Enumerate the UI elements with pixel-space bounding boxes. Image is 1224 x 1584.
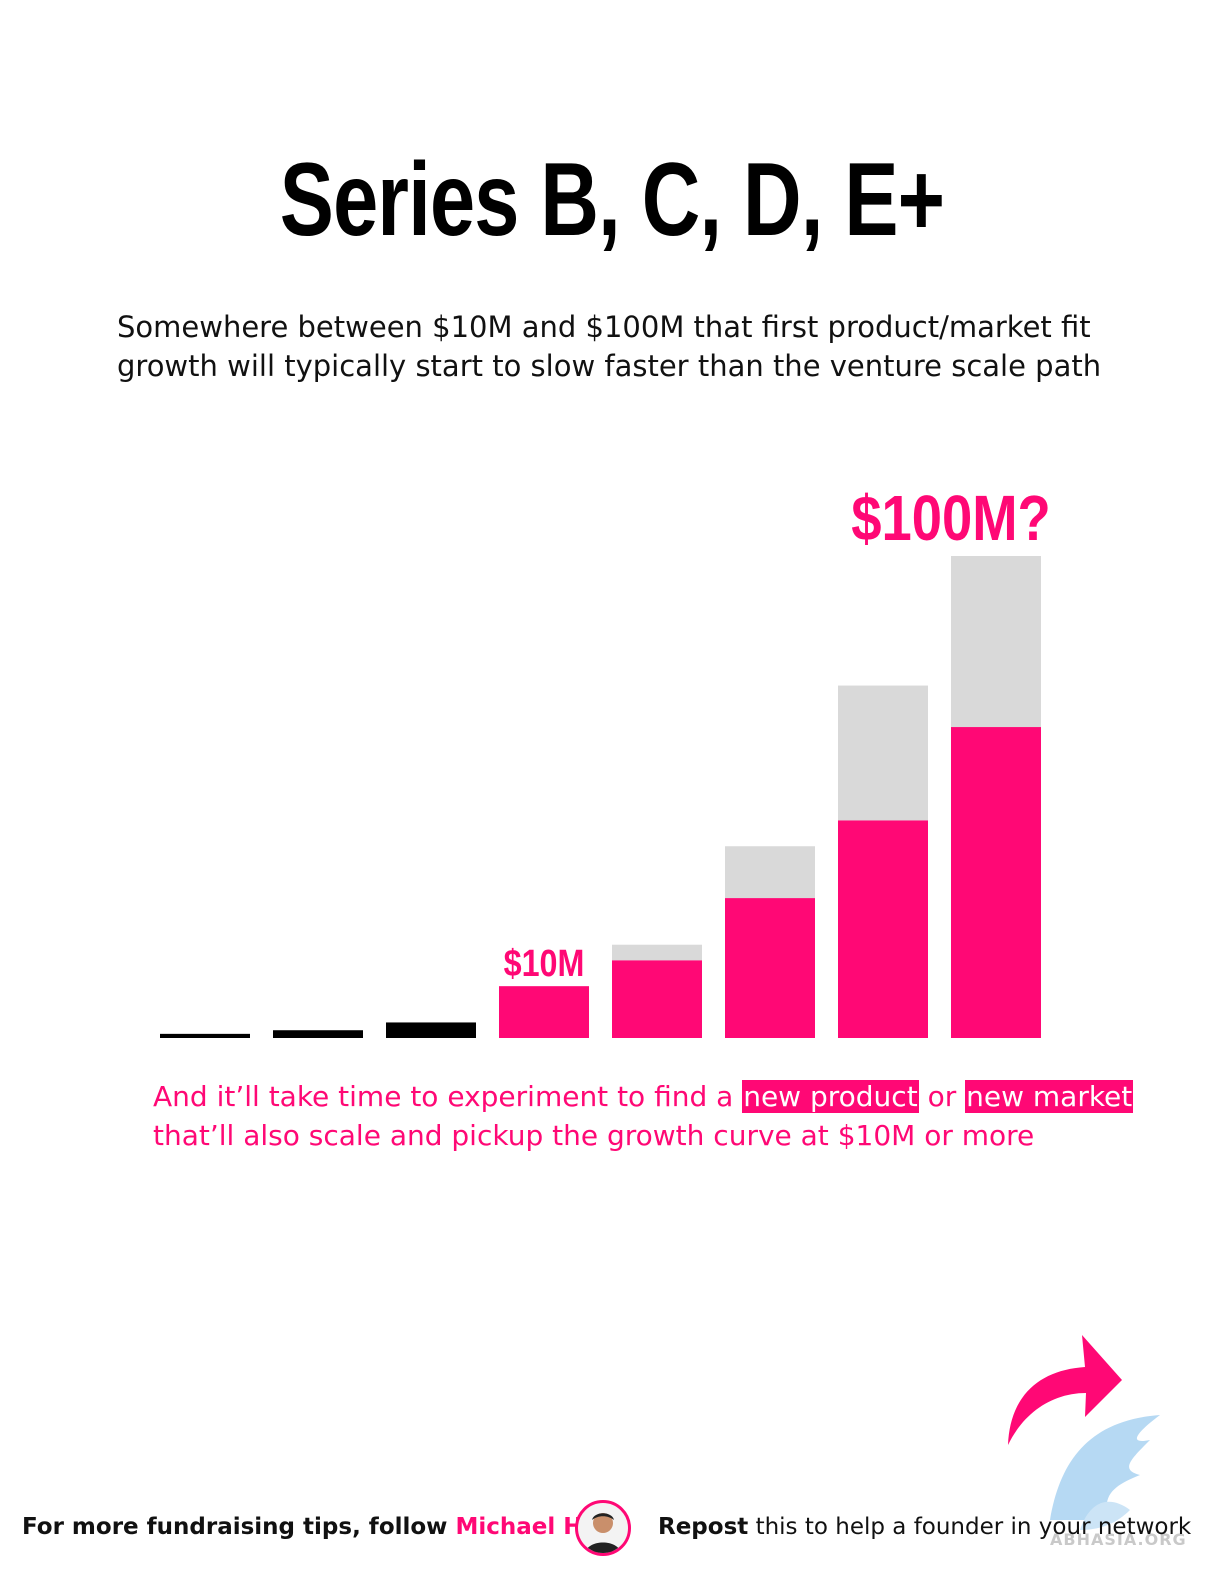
bar-8-base bbox=[951, 727, 1041, 1038]
bar-4-base bbox=[499, 986, 589, 1038]
follow-prefix: For more fundraising tips, follow bbox=[22, 1514, 456, 1540]
watermark-logo: ABHASIA.ORG bbox=[1050, 1415, 1187, 1549]
bar-5-base bbox=[612, 960, 702, 1038]
data-label-8: $100M? bbox=[851, 482, 1051, 554]
caption-line-2: that’ll also scale and pickup the growth… bbox=[153, 1119, 1035, 1152]
follow-text: For more fundraising tips, follow Michae… bbox=[22, 1514, 598, 1540]
repost-text: Repost this to help a founder in your ne… bbox=[658, 1514, 1191, 1540]
watermark-text: ABHASIA.ORG bbox=[1050, 1530, 1187, 1549]
bar-7-base bbox=[838, 820, 928, 1038]
repost-rest: this to help a founder in your network bbox=[748, 1514, 1192, 1540]
caption-line-1: And it’ll take time to experiment to fin… bbox=[153, 1077, 1153, 1116]
caption: And it’ll take time to experiment to fin… bbox=[153, 1077, 1153, 1155]
highlight-new-market: new market bbox=[965, 1080, 1134, 1113]
caption-prefix: And it’ll take time to experiment to fin… bbox=[153, 1080, 743, 1113]
avatar[interactable] bbox=[575, 1500, 631, 1556]
subtitle-line: growth will typically start to slow fast… bbox=[117, 349, 1102, 383]
bar-6-gap bbox=[725, 846, 815, 899]
bar-1-base bbox=[160, 1033, 250, 1038]
bar-6-base bbox=[725, 898, 815, 1038]
data-label-4: $10M bbox=[504, 943, 585, 985]
bar-7-gap bbox=[838, 685, 928, 821]
bar-5-gap bbox=[612, 944, 702, 961]
bar-8-gap bbox=[951, 556, 1041, 728]
bar-2-base bbox=[273, 1030, 363, 1038]
subtitle-line: Somewhere between $10M and $100M that fi… bbox=[117, 310, 1091, 344]
page-title: Series B, C, D, E+ bbox=[279, 142, 945, 258]
subtitle: Somewhere between $10M and $100M that fi… bbox=[117, 308, 1117, 386]
person-icon bbox=[585, 1513, 621, 1553]
highlight-new-product: new product bbox=[742, 1080, 919, 1113]
arrow-icon bbox=[1008, 1335, 1122, 1445]
bar-3-base bbox=[386, 1022, 476, 1038]
footer: For more fundraising tips, follow Michae… bbox=[0, 1500, 1224, 1560]
caption-middle: or bbox=[918, 1080, 966, 1113]
author-name[interactable]: Michael Ho bbox=[455, 1514, 599, 1540]
repost-bold: Repost bbox=[658, 1514, 749, 1540]
